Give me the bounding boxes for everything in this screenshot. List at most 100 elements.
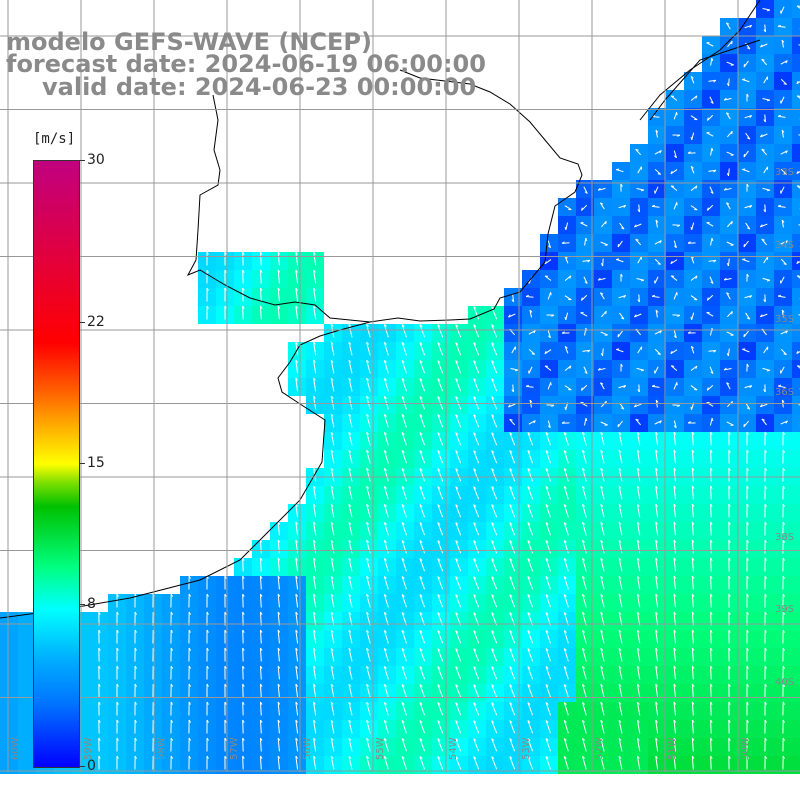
wind-arrow [491,342,498,356]
wind-arrow [710,467,712,482]
wind-arrow [725,22,731,30]
wind-arrow-head [509,522,513,525]
wind-arrow [348,648,353,662]
wind-arrow [709,96,714,104]
wind-arrow [673,539,676,554]
wind-arrow-head [563,756,567,759]
wind-arrow [619,312,625,320]
wind-arrow [636,367,644,371]
wind-arrow-head [710,683,713,687]
wind-arrow [491,612,498,626]
wind-arrow [383,504,389,518]
wind-arrow-head [723,277,727,281]
wind-arrow [527,486,534,500]
wind-arrow [764,114,766,123]
wind-arrow-head [673,503,677,507]
wind-arrow-head [723,367,727,371]
wind-cell [792,144,800,162]
wind-arrow [780,150,788,155]
wind-arrow-head [206,251,209,255]
wind-arrow-head [116,719,119,723]
wind-arrow-head [655,665,658,669]
wind-arrow [527,594,534,608]
wind-arrow [401,612,407,626]
wind-arrow [401,738,407,752]
wind-arrow [636,576,641,590]
wind-arrow [709,418,713,426]
wind-arrow-head [242,629,245,633]
wind-arrow-head [584,191,588,194]
wind-arrow-head [437,396,441,399]
wind-arrow [580,222,588,227]
wind-speed-field [0,0,800,774]
wind-arrow-head [206,665,209,669]
wind-arrow-head [545,648,549,651]
wind-arrow [491,630,498,644]
wind-arrow-head [597,367,601,371]
wind-cell [792,396,800,414]
wind-arrow [383,576,389,590]
wind-arrow [419,324,426,338]
colorbar-tickmark [79,321,85,323]
wind-arrow-head [749,295,753,299]
wind-arrow-head [330,737,334,741]
wind-arrow [709,276,714,284]
wind-arrow-head [582,593,585,597]
wind-arrow-head [277,305,281,309]
wind-arrow [259,557,262,572]
wind-arrow-head [637,503,640,507]
wind-arrow-head [366,629,370,633]
wind-arrow-head [98,629,101,633]
wind-arrow-head [618,449,622,453]
wind-arrow-head [419,756,423,759]
wind-arrow [313,504,317,518]
wind-arrow-head [455,612,459,615]
wind-arrow-head [726,112,730,115]
wind-arrow-head [384,702,387,705]
wind-arrow [655,504,659,518]
wind-arrow [348,378,353,392]
wind-arrow-head [419,360,423,363]
wind-arrow [727,348,730,357]
wind-arrow [473,378,480,392]
wind-arrow-head [491,378,495,381]
wind-arrow-head [777,114,782,117]
wind-arrow-head [563,702,567,705]
wind-arrow [509,504,516,518]
wind-arrow [763,76,768,84]
wind-arrow [419,702,426,716]
wind-arrow-head [777,384,782,387]
wind-arrow-head [711,147,714,152]
wind-cell [18,666,36,684]
wind-arrow [295,684,299,698]
wind-arrow [582,720,587,734]
wind-arrow [313,396,317,410]
wind-arrow [330,342,335,356]
wind-arrow-head [582,575,585,579]
wind-arrow-head [746,449,749,453]
wind-cell [792,90,800,108]
wind-arrow [691,521,694,536]
wind-arrow-head [620,183,623,187]
wind-arrow-head [295,539,299,543]
wind-arrow [582,684,587,698]
wind-arrow-head [621,317,625,320]
wind-arrow-head [731,311,733,315]
colorbar-tick-label: 15 [87,455,105,471]
wind-arrow [726,241,734,246]
wind-cell [792,684,800,702]
wind-arrow-head [260,575,263,579]
wind-arrow-head [763,29,766,33]
wind-arrow-head [260,665,263,669]
wind-arrow [295,540,299,554]
wind-arrow [313,756,317,770]
wind-arrow [527,558,534,572]
wind-arrow [600,702,605,716]
wind-arrow-head [206,269,209,273]
wind-arrow [761,148,768,156]
wind-arrow-head [295,665,299,669]
wind-arrow-head [746,431,749,435]
wind-arrow-head [545,594,549,597]
wind-arrow-head [455,702,459,705]
wind-arrow [295,720,299,734]
